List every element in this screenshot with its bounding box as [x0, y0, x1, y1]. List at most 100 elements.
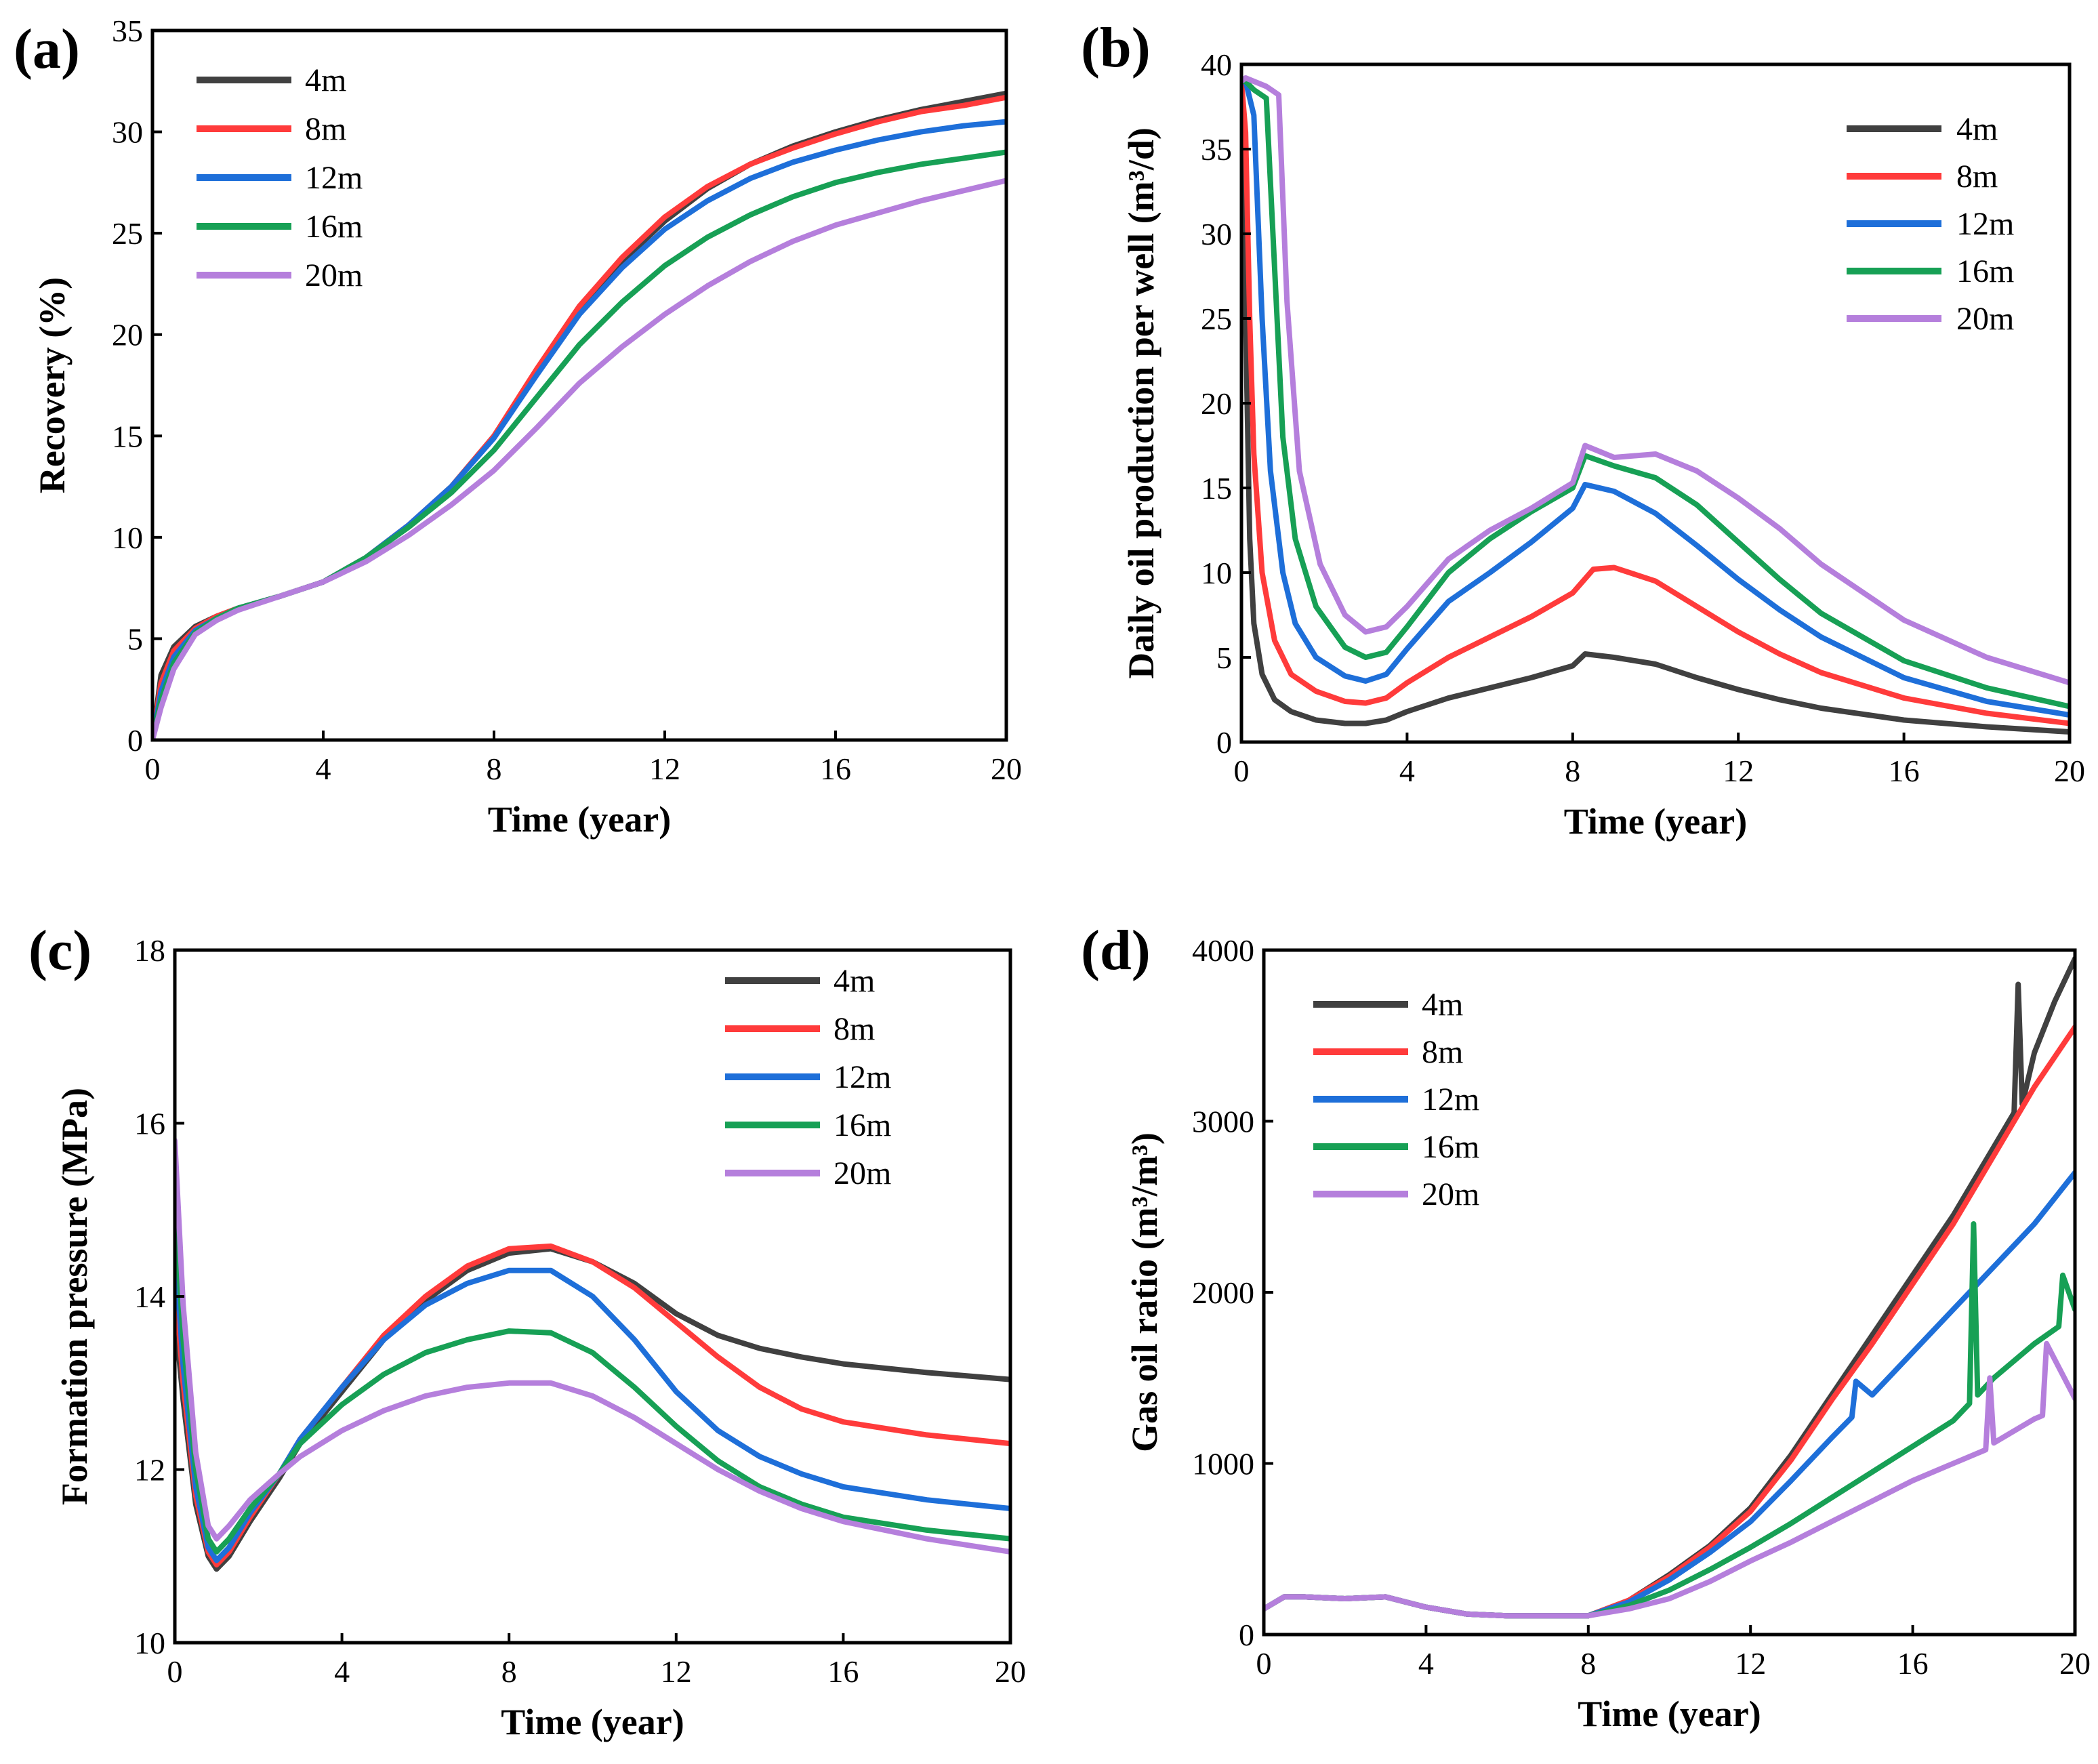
legend-label-12m: 12m [834, 1059, 891, 1095]
panel-b: (b) 0 4 8 12 16 20 0 5 10 15 20 25 30 35 40 Time (year) D… [1081, 16, 2085, 842]
x-tick-label: 0 [1234, 754, 1250, 788]
legend-label-8m: 8m [305, 111, 346, 147]
y-tick-label: 3000 [1192, 1105, 1254, 1139]
y-tick-label: 35 [112, 14, 143, 48]
x-tick-label: 20 [991, 752, 1022, 786]
y-tick-label: 10 [112, 520, 143, 555]
x-tick-label: 12 [1723, 754, 1754, 788]
legend: 4m 8m 12m 16m 20m [197, 62, 363, 293]
y-tick-label: 5 [127, 621, 143, 656]
x-tick-label: 0 [167, 1654, 183, 1689]
series-line-4m [152, 90, 1006, 740]
y-tick-label: 10 [1201, 556, 1232, 590]
series-line-16m [175, 1198, 1010, 1555]
legend-label-4m: 4m [834, 963, 875, 999]
x-tick-label: 4 [316, 752, 331, 786]
x-tick-label: 4 [1418, 1646, 1434, 1681]
x-tick-label: 20 [2059, 1646, 2091, 1681]
x-tick-label: 20 [2054, 754, 2085, 788]
y-tick-label: 25 [112, 216, 143, 251]
series-line-12m [1241, 79, 2070, 718]
y-tick-label: 35 [1201, 132, 1232, 167]
y-tick-label: 10 [134, 1626, 165, 1660]
legend-label-12m: 12m [305, 160, 363, 196]
legend-label-12m: 12m [1956, 206, 2014, 242]
legend-label-16m: 16m [1422, 1129, 1479, 1165]
legend-label-20m: 20m [834, 1155, 891, 1191]
x-axis-label: Time (year) [488, 799, 671, 840]
series-line-20m [1241, 75, 2070, 686]
legend: 4m 8m 12m 16m 20m [1847, 111, 2014, 337]
series-line-4m [1264, 956, 2075, 1619]
x-axis-label: Time (year) [1578, 1694, 1761, 1734]
legend-label-12m: 12m [1422, 1082, 1479, 1117]
y-tick-label: 2000 [1192, 1275, 1254, 1310]
series-line-12m [175, 1242, 1010, 1563]
x-tick-label: 8 [1565, 754, 1580, 788]
x-tick-label: 8 [487, 752, 502, 786]
legend-label-16m: 16m [1956, 253, 2014, 289]
series-line-8m [1241, 79, 2070, 726]
panel-a: (a) 0 4 8 12 16 20 0 5 10 15 20 25 30 35 Time (year) Rec… [14, 14, 1022, 840]
y-tick-label: 25 [1201, 302, 1232, 336]
legend-label-4m: 4m [1956, 111, 1998, 147]
legend-label-20m: 20m [1422, 1176, 1479, 1212]
panel-letter: (c) [28, 919, 91, 982]
y-tick-label: 12 [134, 1453, 165, 1488]
y-tick-label: 40 [1201, 47, 1232, 82]
x-axis-label: Time (year) [501, 1702, 684, 1742]
y-tick-label: 20 [112, 318, 143, 352]
panel-d: (d) 0 4 8 12 16 20 0 1000 2000 3000 4000 Time (year)… [1081, 919, 2091, 1734]
panel-letter: (a) [14, 18, 80, 81]
series-group [175, 1138, 1010, 1572]
x-tick-label: 12 [661, 1654, 692, 1689]
y-tick-label: 15 [112, 419, 143, 453]
x-tick-label: 16 [820, 752, 851, 786]
series-line-8m [1264, 1024, 2075, 1619]
x-tick-label: 12 [1735, 1646, 1766, 1681]
series-line-20m [1264, 1340, 2075, 1619]
y-axis-label: Daily oil production per well (m³/d) [1121, 127, 1161, 679]
legend-label-16m: 16m [305, 209, 363, 245]
panel-c: (c) 0 4 8 12 16 20 10 12 14 16 18 Time (year) Formati… [28, 919, 1026, 1742]
series-line-16m [152, 149, 1006, 740]
x-tick-label: 16 [1889, 754, 1920, 788]
plot-frame [150, 28, 1008, 742]
legend-label-20m: 20m [1956, 301, 2014, 337]
y-tick-label: 0 [127, 723, 143, 758]
legend-label-8m: 8m [1956, 159, 1998, 194]
y-tick-label: 18 [134, 933, 165, 968]
series-group [1264, 956, 2075, 1619]
series-line-4m [1241, 79, 2070, 735]
x-tick-label: 8 [1580, 1646, 1596, 1681]
legend-label-4m: 4m [1422, 987, 1463, 1023]
x-tick-label: 16 [1897, 1646, 1929, 1681]
x-tick-label: 4 [1399, 754, 1415, 788]
legend-label-8m: 8m [834, 1011, 875, 1047]
x-tick-label: 8 [501, 1654, 517, 1689]
series-line-16m [1264, 1221, 2075, 1619]
legend-label-20m: 20m [305, 258, 363, 293]
y-axis-label: Gas oil ratio (m³/m³) [1124, 1132, 1165, 1452]
y-tick-label: 15 [1201, 471, 1232, 506]
series-line-12m [1264, 1170, 2075, 1619]
x-tick-label: 0 [1256, 1646, 1272, 1681]
series-line-8m [152, 94, 1006, 740]
y-tick-label: 0 [1239, 1618, 1254, 1652]
y-tick-label: 30 [112, 115, 143, 150]
x-tick-label: 16 [827, 1654, 859, 1689]
y-tick-label: 14 [134, 1279, 165, 1314]
y-tick-label: 30 [1201, 217, 1232, 251]
legend-label-8m: 8m [1422, 1034, 1463, 1070]
series-group [152, 90, 1006, 740]
x-tick-label: 0 [145, 752, 161, 786]
legend-label-4m: 4m [305, 62, 346, 98]
panel-letter: (b) [1081, 16, 1151, 79]
y-tick-label: 1000 [1192, 1447, 1254, 1481]
y-tick-label: 0 [1216, 725, 1232, 760]
series-line-20m [175, 1138, 1010, 1555]
x-tick-label: 4 [334, 1654, 350, 1689]
y-tick-label: 20 [1201, 386, 1232, 421]
y-tick-label: 16 [134, 1107, 165, 1141]
